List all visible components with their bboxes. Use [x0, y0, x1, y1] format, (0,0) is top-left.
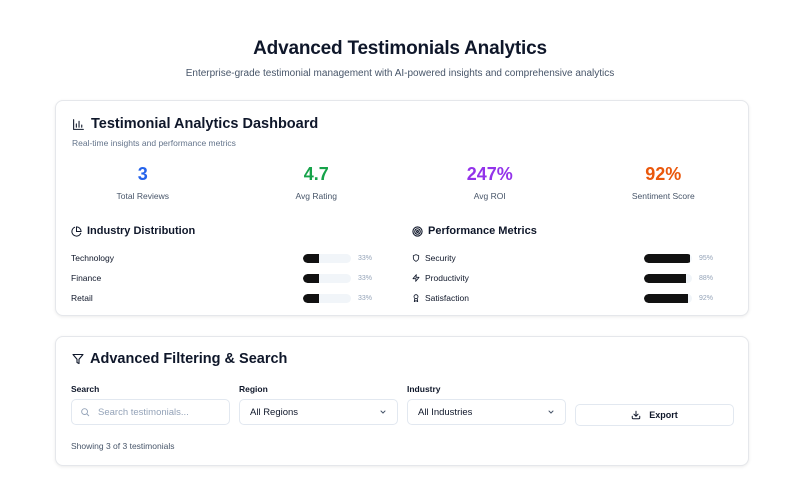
filtering-title-text: Advanced Filtering & Search [90, 351, 288, 367]
download-icon [631, 410, 641, 420]
metric-row-satisfaction: Satisfaction 92% [412, 288, 732, 308]
industry-row-finance: Finance 33% [71, 268, 391, 288]
filtering-card: Advanced Filtering & Search Search Regio… [55, 336, 749, 466]
progress-fill [303, 293, 319, 303]
shield-icon [412, 254, 420, 262]
chevron-down-icon [379, 408, 387, 416]
stat-value: 3 [137, 164, 148, 184]
metric-row-productivity: Productivity 88% [412, 268, 732, 288]
analytics-dashboard-card: Testimonial Analytics Dashboard Real-tim… [55, 100, 749, 316]
search-input[interactable] [98, 406, 218, 418]
row-label: Satisfaction [412, 293, 469, 303]
region-label: Region [239, 384, 268, 394]
region-select-value: All Regions [250, 406, 299, 418]
row-percent: 88% [699, 274, 714, 282]
industry-label: Industry [407, 384, 441, 394]
progress-fill [303, 273, 319, 283]
page-title: Advanced Testimonials Analytics [253, 38, 547, 59]
award-icon [412, 294, 420, 302]
stat-label: Avg Rating [295, 191, 337, 201]
filtering-title: Advanced Filtering & Search [72, 351, 287, 367]
progress-bar [644, 273, 692, 283]
progress-fill [644, 253, 690, 263]
industry-distribution: Industry Distribution Technology 33% Fin… [71, 223, 391, 308]
stat-sentiment-score: 92% Sentiment Score [577, 163, 751, 201]
stat-total-reviews: 3 Total Reviews [56, 163, 230, 201]
industry-distribution-title: Industry Distribution [71, 223, 391, 239]
search-icon [80, 407, 90, 417]
stat-value: 92% [645, 164, 682, 184]
pie-chart-icon [71, 225, 82, 237]
progress-bar [644, 253, 692, 263]
row-label: Technology [71, 253, 115, 263]
stat-label: Avg ROI [473, 191, 506, 201]
row-percent: 33% [358, 254, 373, 262]
stat-avg-rating: 4.7 Avg Rating [230, 163, 404, 201]
page-subtitle: Enterprise-grade testimonial management … [185, 68, 615, 79]
row-label: Security [412, 253, 456, 263]
stat-label: Total Reviews [116, 191, 169, 201]
zap-icon [412, 274, 420, 282]
chevron-down-icon [547, 408, 555, 416]
stat-value: 247% [466, 164, 513, 184]
search-field[interactable] [71, 399, 230, 425]
progress-fill [644, 273, 687, 283]
stat-label: Sentiment Score [631, 191, 695, 201]
export-label: Export [649, 410, 678, 420]
stat-avg-roi: 247% Avg ROI [403, 163, 577, 201]
progress-bar [303, 273, 351, 283]
row-percent: 33% [358, 294, 373, 302]
stats-row: 3 Total Reviews 4.7 Avg Rating 247% Avg … [56, 163, 750, 201]
export-button[interactable]: Export [575, 404, 734, 426]
industry-select-value: All Industries [418, 406, 473, 418]
performance-metrics: Performance Metrics Security 95% Pr [412, 223, 732, 308]
stat-value: 4.7 [303, 164, 329, 184]
row-label: Productivity [412, 273, 469, 283]
row-percent: 33% [358, 274, 373, 282]
row-percent: 92% [699, 294, 714, 302]
filter-icon [72, 353, 84, 365]
bar-chart-icon [72, 118, 85, 131]
results-count: Showing 3 of 3 testimonials [71, 441, 175, 451]
metric-row-security: Security 95% [412, 248, 732, 268]
industry-row-retail: Retail 33% [71, 288, 391, 308]
progress-fill [303, 253, 319, 263]
row-label: Finance [71, 273, 102, 283]
row-percent: 95% [699, 254, 714, 262]
industry-select[interactable]: All Industries [407, 399, 566, 425]
row-label: Retail [71, 293, 93, 303]
progress-fill [644, 293, 689, 303]
region-select[interactable]: All Regions [239, 399, 398, 425]
progress-bar [303, 293, 351, 303]
dashboard-title: Testimonial Analytics Dashboard [72, 116, 318, 132]
target-icon [412, 225, 423, 237]
dashboard-description: Real-time insights and performance metri… [72, 138, 236, 148]
dashboard-title-text: Testimonial Analytics Dashboard [91, 116, 319, 132]
performance-metrics-title: Performance Metrics [412, 223, 732, 239]
progress-bar [303, 253, 351, 263]
progress-bar [644, 293, 692, 303]
industry-row-technology: Technology 33% [71, 248, 391, 268]
search-label: Search [71, 384, 100, 394]
